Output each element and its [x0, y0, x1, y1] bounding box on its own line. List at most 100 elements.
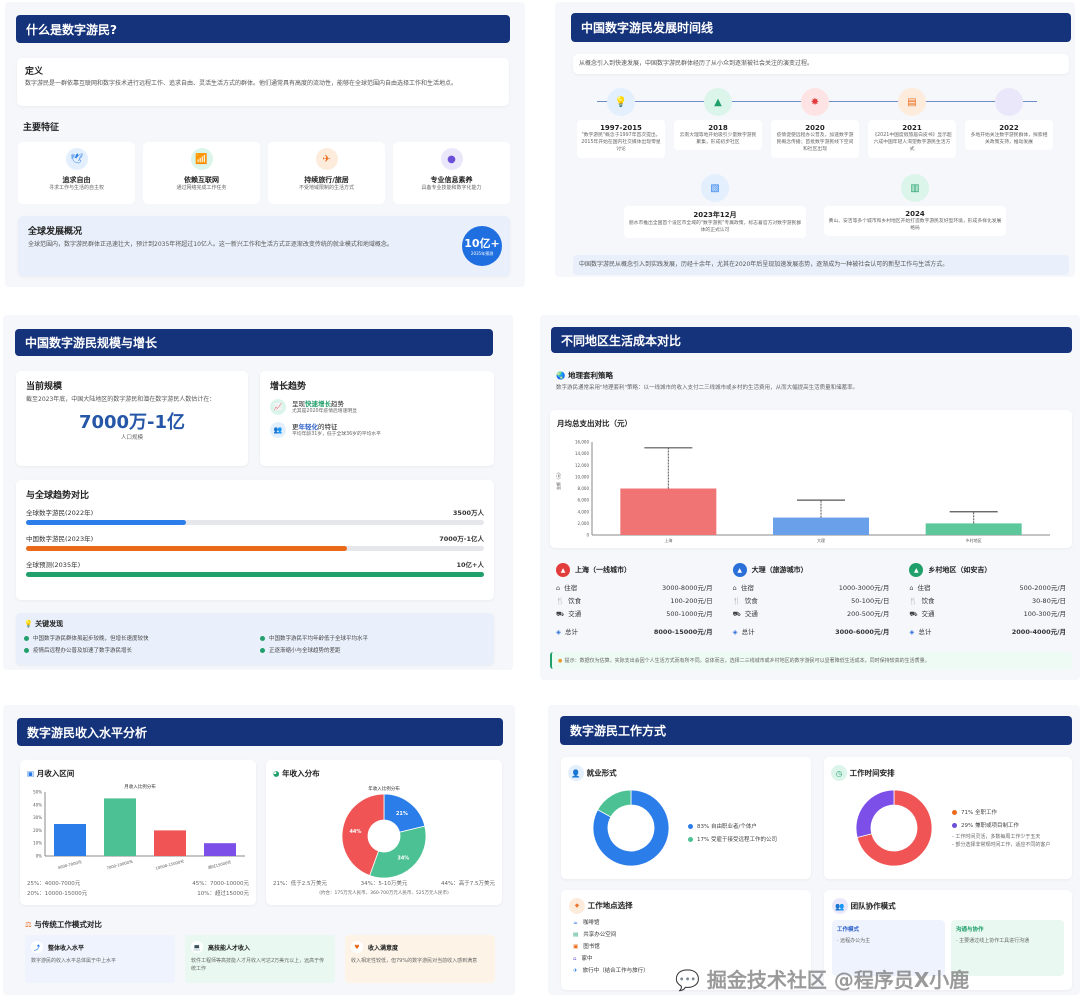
- virus-icon: ✸: [801, 88, 829, 116]
- wallet-icon: ◈: [732, 628, 738, 636]
- x-tick-label: 4000-7000元: [57, 859, 82, 870]
- donut-slice: [341, 793, 385, 876]
- compare-bar-label-row: 全球预测(2035年) 10亿+人: [26, 559, 484, 569]
- cost-value: 3000-6000元/月: [835, 628, 890, 636]
- annual-legend: 21%：低于2.5万美元 34%：5-10万美元 44%：高于7.5万美元: [273, 880, 495, 888]
- bar-label: 全球预测(2035年): [26, 561, 81, 569]
- compare-card: ⤴ 整体收入水平 数字游民的收入水平总体属于中上水平: [25, 935, 175, 983]
- work-time-donut-chart: [855, 789, 933, 867]
- plane-icon: ✈: [573, 968, 578, 974]
- event-text: 多地开始关注数字游民群体，探索相关政策支持，推动发展: [970, 133, 1048, 146]
- slice-label: 44%: [349, 829, 361, 835]
- location-label: 图书馆: [583, 944, 600, 950]
- features-grid: 🕊 追求自由 寻求工作与生活的自主权 📶 依赖互联网 通过网络完成工作任务 ✈ 持续旅行/旅居…: [18, 142, 510, 204]
- cost-value: 1000-3000元/月: [838, 584, 890, 592]
- time-header: ◷ 工作时间安排: [831, 765, 895, 781]
- monthly-income-bar-chart: 月收入比例分布 0% 10% 20% 30% 40% 50% 4000-7000元 7000-1…: [33, 783, 245, 871]
- panel-title: 中国数字游民发展时间线: [581, 21, 714, 35]
- y-tick-label: 40%: [33, 802, 42, 807]
- brain-icon: ●: [440, 148, 463, 170]
- cost-row-food: 🍴 饮食 50-100元/日: [733, 595, 890, 605]
- y-tick-label: 10,000: [575, 474, 589, 479]
- donut-slice: [855, 789, 895, 838]
- legend-item: 83% 自由职业者/个体户: [688, 822, 777, 830]
- cost-value: 2000-4000元/月: [1011, 628, 1067, 636]
- y-tick-label: 0: [586, 533, 589, 538]
- trend-sub: 平均年龄31岁，低于全球36岁的平均水平: [292, 432, 381, 438]
- trend-sub: 尤其是2020年疫情后增速明显: [292, 409, 357, 414]
- scale-unit: 人口规模: [120, 435, 143, 441]
- trend-title: 增长趋势: [270, 382, 307, 392]
- findings-title: 关键发现: [35, 620, 64, 628]
- geo-title: 地理套利策略: [567, 371, 613, 380]
- timeline-event: 2018 云南大理等地开始吸引少量数字游民聚集，形成初步社区: [674, 120, 762, 151]
- panel-header: 数字游民收入水平分析: [17, 718, 503, 746]
- globe-icon: 🌏: [556, 371, 566, 380]
- global-title: 全球发展概况: [28, 227, 83, 237]
- laptop-icon: 💻: [191, 941, 203, 953]
- bar-value: 7000万-1亿人: [439, 535, 484, 543]
- document-icon: ▤: [898, 88, 926, 116]
- x-tick-label: 10000-15000元: [155, 858, 185, 870]
- y-tick-label: 50%: [33, 790, 42, 795]
- progress-bar: [26, 520, 484, 525]
- location-header: ⌖ 工作地点选择: [569, 898, 803, 914]
- trend-highlight: 快速增长: [305, 400, 331, 408]
- finding-text: 疫情后远程办公普及加速了数字游民增长: [33, 648, 133, 654]
- event-year: 2023年12月: [693, 211, 737, 219]
- global-compare-card: 与全球趋势对比 全球数字游民(2022年) 3500万人 中国数字游民(2023年)…: [16, 480, 494, 600]
- bar-value: 3500万人: [452, 509, 484, 517]
- feature-title: 依赖互联网: [184, 176, 219, 184]
- work-time-card: ◷ 工作时间安排 71% 全职工作 29% 兼职或项目制工作 - 工作时间灵活，多数…: [824, 757, 1072, 879]
- location-label: 家中: [581, 956, 593, 962]
- y-tick-label: 4,000: [578, 509, 590, 514]
- region-icon: ▲: [909, 563, 924, 577]
- legend-item: 10%：超过15000元: [197, 891, 249, 898]
- y-tick-label: 0%: [36, 854, 43, 859]
- mountain-icon: ▲: [704, 88, 732, 116]
- annual-income-donut-chart: 21% 34% 44% 年收入比例分布: [341, 785, 427, 879]
- cost-value: 500-2000元/月: [1019, 584, 1067, 592]
- finding-item: 中国数字游民平均年龄低于全球平均水平: [260, 634, 486, 642]
- compare-bar-label-row: 中国数字游民(2023年) 7000万-1亿人: [26, 533, 484, 543]
- event-text: 云南大理等地开始吸引少量数字游民聚集，形成初步社区: [679, 133, 757, 146]
- book-icon: ▣: [573, 944, 579, 950]
- location-label: 咖啡馆: [582, 920, 600, 926]
- team-card-text: · 主要通过线上协作工具进行沟通: [956, 938, 1030, 944]
- compare-card-title: 整体收入水平: [48, 944, 85, 952]
- cost-row-food: 🍴 饮食 30-80元/日: [909, 595, 1066, 605]
- finding-text: 中国数字游民平均年龄低于全球平均水平: [269, 636, 369, 642]
- growth-trend-card: 增长趋势 📈 呈现快速增长趋势 尤其是2020年疫情后增速明显 👥 更年轻化的特征 平均年…: [260, 371, 494, 466]
- cost-row-total: ◈ 总计 8000-15000元/月: [556, 626, 713, 636]
- cost-row-total: ◈ 总计 3000-6000元/月: [733, 626, 890, 636]
- feature-title: 追求自由: [62, 176, 91, 184]
- legend-item: 71% 全职工作: [952, 808, 1067, 816]
- map-pin-icon: ⌖: [569, 898, 585, 914]
- finding-item: 疫情后远程办公普及加速了数字游民增长: [24, 646, 250, 654]
- heart-icon: ♥: [351, 941, 363, 953]
- pie-chart-icon: ◕: [273, 769, 280, 778]
- legend-text: 71% 全职工作: [961, 810, 997, 816]
- income-bar: [54, 824, 86, 856]
- employment-title: 就业形式: [586, 768, 617, 778]
- features-title: 主要特征: [23, 123, 60, 133]
- definition-card: 定义 数字游民是一群依靠互联网和数字技术进行远程工作、追求自由、灵活生活方式的群…: [17, 58, 509, 106]
- location-label: 旅行中（结合工作与旅行）: [582, 968, 649, 974]
- home-icon: ⌂: [573, 956, 577, 962]
- circle-icon: [995, 88, 1023, 116]
- utensils-icon: 🍴: [732, 597, 741, 605]
- lightbulb-icon: 💡: [24, 620, 33, 628]
- panel-header: 不同地区生活成本对比: [551, 327, 1072, 353]
- cost-value: 100-200元/日: [670, 597, 713, 605]
- coffee-icon: ☕: [573, 920, 578, 926]
- cost-row-housing: ⌂ 住宿 500-2000元/月: [909, 582, 1066, 592]
- income-bar: [104, 798, 136, 856]
- bus-icon: ⛟: [556, 610, 565, 618]
- compare-card-text: 收入相定性较低，但79%的数字游民对当前收入感到满意: [351, 958, 478, 964]
- trend-text: 更: [292, 423, 299, 432]
- trend-text: 呈现: [292, 400, 305, 408]
- check-icon: [260, 648, 265, 653]
- global-text: 全球范围内，数字游民群体正迅速壮大，预计到2035年将超过10亿人。这一新兴工作…: [28, 241, 393, 248]
- event-text: "数字游民"概念于1997年首次提出，2015年开始在国内社交媒体出现零星讨论: [581, 133, 661, 153]
- event-text: 丽水市推出全国首个设区市全域的"数字游民"专属政策，标志着官方对数字游民群体的正…: [628, 221, 802, 234]
